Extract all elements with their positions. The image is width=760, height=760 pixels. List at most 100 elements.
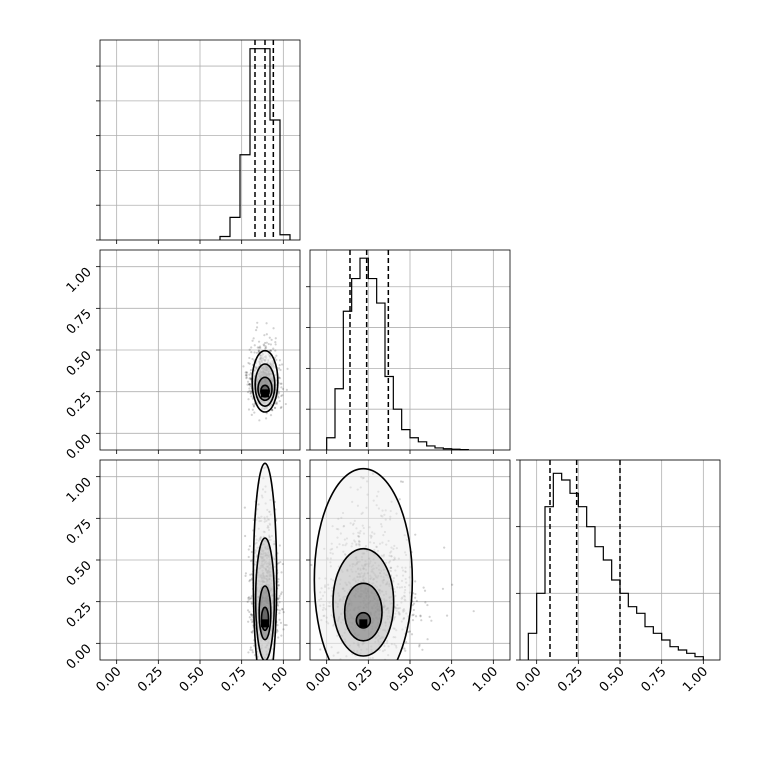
sample-point: [272, 327, 275, 330]
sample-point: [249, 371, 253, 374]
histogram-panel-2: 0.00 0.25 0.50 0.75 1.00: [513, 459, 721, 695]
sample-point: [263, 334, 266, 337]
histogram-panel-1: [306, 249, 511, 454]
histogram-step: [527, 472, 704, 660]
sample-point: [285, 623, 288, 627]
x-tick-label: 0.00: [303, 664, 334, 695]
density-content: [310, 467, 475, 660]
sample-point: [250, 578, 253, 581]
x-tick-label: 1.00: [470, 664, 501, 695]
x-tick-label: 0.25: [345, 664, 376, 695]
sample-point: [273, 406, 277, 409]
sample-point: [277, 561, 280, 565]
sample-point: [252, 405, 255, 408]
sample-point: [244, 534, 247, 538]
sample-point: [270, 408, 274, 411]
sample-point: [274, 349, 277, 352]
sample-point: [430, 619, 433, 622]
sample-point: [246, 600, 249, 603]
sample-point: [257, 349, 260, 352]
contour-line: [343, 582, 383, 642]
sample-point: [249, 597, 252, 600]
sample-point: [251, 357, 254, 361]
sample-point: [251, 602, 254, 605]
sample-point: [249, 385, 252, 388]
sample-point: [250, 395, 253, 398]
sample-point: [249, 378, 252, 381]
sample-point: [247, 361, 250, 365]
sample-point: [251, 649, 254, 652]
sample-point: [251, 615, 254, 618]
sample-point: [445, 614, 449, 617]
sample-point: [275, 402, 278, 405]
sample-point: [249, 377, 252, 380]
sample-point: [245, 371, 249, 374]
sample-point: [264, 417, 268, 420]
sample-point: [250, 601, 253, 604]
histogram-step: [326, 257, 469, 451]
sample-point: [255, 351, 258, 354]
sample-point: [245, 376, 248, 379]
density-panel-0: 0.00 0.25 0.50 0.75 1.00: [64, 249, 301, 463]
sample-point: [246, 380, 250, 383]
contour-line: [251, 349, 279, 413]
sample-point: [284, 402, 287, 406]
contour-line: [313, 467, 414, 660]
sample-point: [278, 594, 281, 598]
sample-point: [258, 345, 262, 348]
sample-point: [278, 359, 281, 362]
sample-point: [310, 563, 313, 567]
sample-point: [245, 371, 248, 374]
sample-point: [275, 354, 278, 357]
sample-point: [280, 382, 283, 385]
sample-point: [248, 383, 251, 386]
sample-point: [412, 613, 415, 616]
sample-point: [265, 412, 268, 415]
sample-point: [272, 347, 275, 350]
sample-point: [411, 603, 414, 607]
sample-point: [257, 349, 261, 352]
sample-point: [248, 579, 251, 583]
sample-point: [262, 343, 265, 346]
sample-point: [245, 374, 248, 377]
sample-point: [248, 373, 251, 376]
sample-point: [264, 346, 268, 349]
y-tick-label: 1.00: [64, 475, 95, 506]
sample-point: [403, 647, 406, 650]
sample-point: [280, 394, 283, 398]
sample-point: [421, 648, 424, 651]
sample-point: [249, 648, 252, 651]
x-tick-label: 0.50: [597, 664, 628, 695]
sample-point: [451, 583, 454, 586]
sample-point: [280, 386, 283, 389]
sample-point: [246, 391, 250, 394]
sample-point: [278, 618, 281, 621]
sample-point: [276, 624, 279, 627]
sample-point: [271, 409, 274, 412]
sample-point: [244, 374, 247, 377]
sample-point: [278, 544, 281, 547]
y-tick-label: 0.25: [64, 600, 95, 631]
sample-point: [404, 649, 407, 652]
sample-point: [283, 623, 286, 627]
sample-point: [250, 597, 253, 600]
sample-point: [251, 621, 254, 624]
sample-point: [279, 621, 283, 624]
sample-point: [414, 615, 418, 618]
sample-point: [267, 342, 270, 346]
sample-point: [255, 326, 259, 329]
sample-point: [248, 377, 251, 380]
sample-point: [250, 351, 253, 354]
sample-point: [269, 343, 273, 346]
sample-point: [428, 615, 431, 618]
sample-point: [246, 609, 250, 612]
sample-point: [276, 630, 279, 633]
sample-point: [249, 573, 252, 576]
sample-point: [249, 368, 253, 372]
sample-point: [264, 345, 267, 348]
sample-point: [276, 598, 280, 601]
x-tick-label: 0.00: [513, 664, 544, 695]
x-tick-label: 1.00: [260, 664, 291, 695]
sample-point: [248, 578, 252, 582]
